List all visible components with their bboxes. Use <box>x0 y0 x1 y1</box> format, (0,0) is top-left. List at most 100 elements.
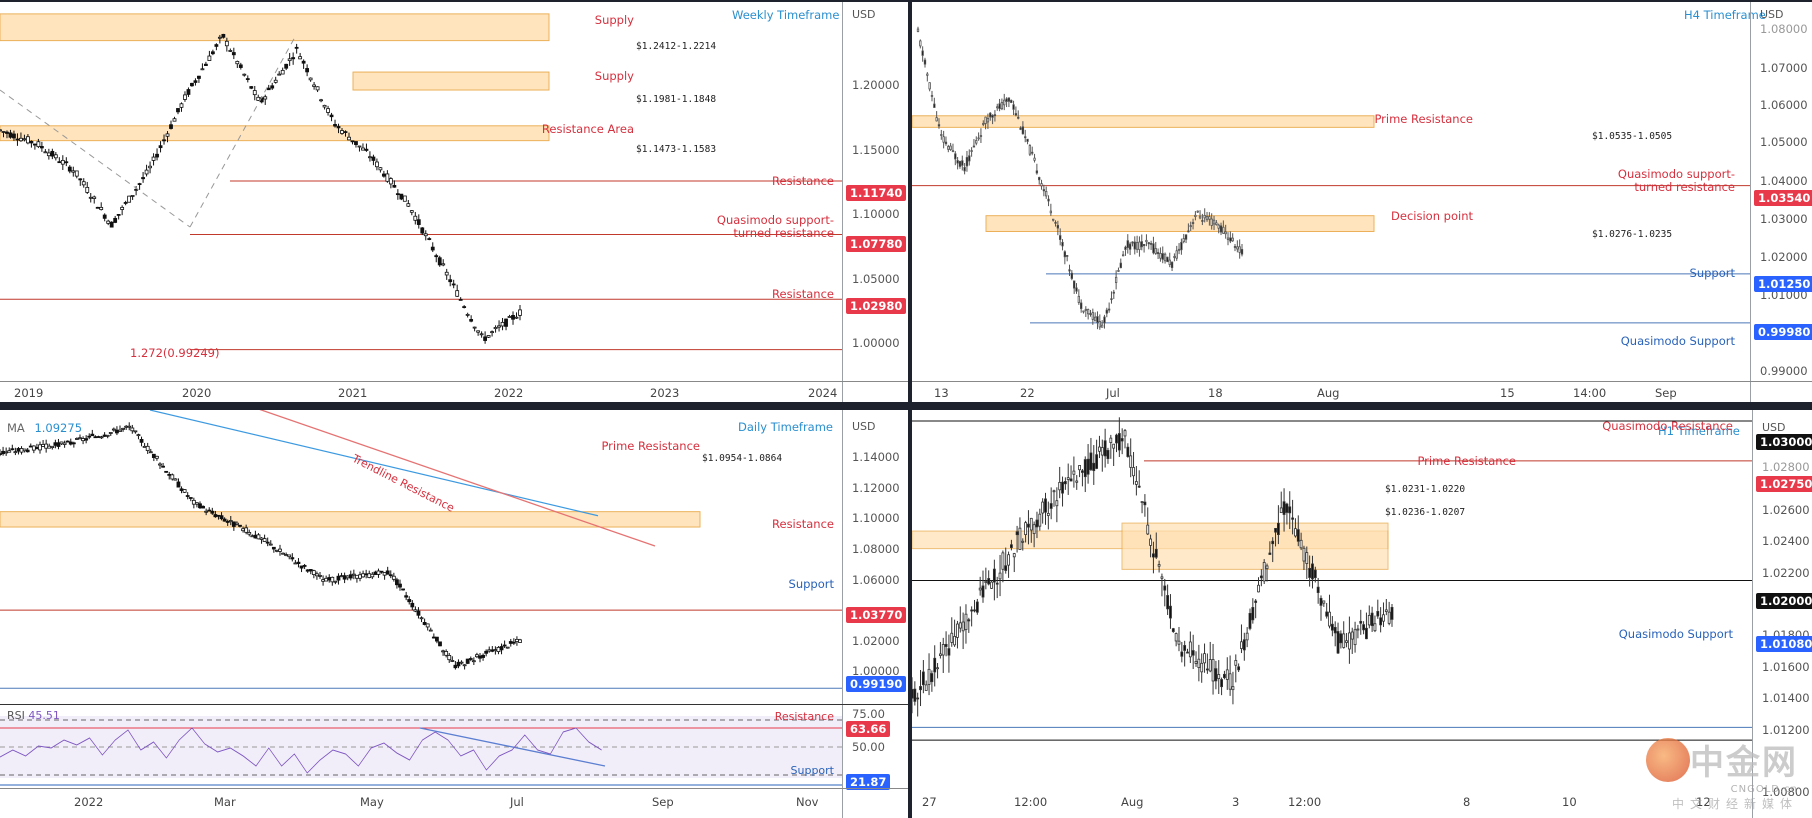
daily-y-tick: 1.14000 <box>852 450 900 464</box>
daily-currency-label: USD <box>852 420 876 433</box>
h4-chart-panel[interactable]: H4 Timeframe USD 1.08000 1.07000 1.06000… <box>912 2 1812 402</box>
h4-price-chart[interactable] <box>912 2 1812 402</box>
h1-y-tick: 1.01200 <box>1762 723 1810 737</box>
h4-y-tick: 1.07000 <box>1760 61 1808 75</box>
weekly-zone-label-supply-2: Supply <box>594 69 634 83</box>
ma-indicator-label: MA 1.09275 <box>7 421 82 435</box>
h4-x-tick: 14:00 <box>1573 386 1607 400</box>
daily-price-tag-support: 0.99190 <box>846 676 907 692</box>
h1-y-tick: 1.02200 <box>1762 566 1810 580</box>
h1-zone-range-1: $1.0231-1.0220 <box>1385 484 1466 495</box>
weekly-x-tick: 2020 <box>182 386 212 400</box>
rsi-y-tick: 50.00 <box>852 740 885 754</box>
h1-x-tick: 12 <box>1696 795 1711 809</box>
weekly-price-tag-resistance-2: 1.02980 <box>846 298 907 314</box>
weekly-zone-label-supply-1: Supply <box>594 13 634 27</box>
h1-zone-range-2: $1.0236-1.0207 <box>1385 507 1466 518</box>
h1-x-tick: 8 <box>1463 795 1471 809</box>
weekly-level-label-resistance: Resistance <box>772 174 834 188</box>
weekly-x-tick: 2022 <box>494 386 524 400</box>
daily-x-tick: Nov <box>796 795 819 809</box>
h4-y-tick: 1.02000 <box>1760 250 1808 264</box>
daily-x-tick: Sep <box>652 795 674 809</box>
daily-level-label-resistance: Resistance <box>772 517 834 531</box>
h4-y-tick: 0.99000 <box>1760 364 1808 378</box>
h4-x-tick: Jul <box>1106 386 1120 400</box>
weekly-x-tick: 2021 <box>338 386 368 400</box>
h1-x-tick: 10 <box>1562 795 1577 809</box>
h4-x-tick: 13 <box>934 386 949 400</box>
daily-y-tick: 1.08000 <box>852 542 900 556</box>
h4-price-tag-support: 1.01250 <box>1754 276 1812 292</box>
h1-y-tick: 1.02800 <box>1762 460 1810 474</box>
h1-x-tick: Aug <box>1121 795 1144 809</box>
h1-y-tick: 1.01600 <box>1762 660 1810 674</box>
weekly-price-axis-border <box>842 2 843 402</box>
daily-x-tick: Jul <box>510 795 524 809</box>
h4-x-tick: 18 <box>1208 386 1223 400</box>
h1-timeframe-title: H1 Timeframe <box>1658 424 1740 438</box>
weekly-price-chart[interactable] <box>0 2 908 402</box>
rsi-resistance-label: Resistance <box>774 710 834 723</box>
rsi-value: 45.51 <box>28 709 60 722</box>
weekly-chart-panel[interactable]: Weekly Timeframe USD 1.20000 1.15000 1.1… <box>0 2 908 402</box>
weekly-price-tag-resistance: 1.11740 <box>846 185 907 201</box>
h4-zone-label-decision-point: Decision point <box>1391 209 1473 223</box>
daily-y-tick: 1.06000 <box>852 573 900 587</box>
weekly-currency-label: USD <box>852 8 876 21</box>
h4-currency-label: USD <box>1760 8 1784 21</box>
weekly-fib-label: 1.272(0.99249) <box>130 346 220 360</box>
watermark-brand: 中金网 <box>1690 743 1798 783</box>
h1-zone-label-prime-resistance: Prime Resistance <box>1417 454 1516 468</box>
daily-y-tick: 1.02000 <box>852 634 900 648</box>
h1-price-tag-qm-resistance: 1.02750 <box>1756 476 1812 492</box>
h4-x-tick: Sep <box>1655 386 1677 400</box>
daily-zone-label-prime-resistance: Prime Resistance <box>601 439 700 453</box>
h4-y-tick: 1.03000 <box>1760 212 1808 226</box>
h1-price-axis-border <box>1752 410 1753 818</box>
h1-level-label-qm-resistance: Quasimodo Resistance <box>1602 419 1733 433</box>
h1-price-chart[interactable] <box>912 410 1812 818</box>
h1-x-tick: 12:00 <box>1288 795 1322 809</box>
weekly-time-axis-border <box>0 381 908 382</box>
daily-y-tick: 1.10000 <box>852 511 900 525</box>
h4-x-tick: Aug <box>1317 386 1340 400</box>
daily-y-tick: 1.00000 <box>852 664 900 678</box>
h4-zone-range-prime-resistance: $1.0535-1.0505 <box>1592 131 1673 142</box>
weekly-x-tick: 2024 <box>808 386 838 400</box>
daily-y-tick: 1.12000 <box>852 481 900 495</box>
weekly-level-label-resistance-2: Resistance <box>772 287 834 301</box>
rsi-support-label: Support <box>790 764 834 777</box>
h1-y-tick: 1.00800 <box>1762 785 1810 799</box>
weekly-price-tag-qm-resistance: 1.07780 <box>846 236 907 252</box>
h1-price-tag-1-03: 1.03000 <box>1756 434 1812 450</box>
daily-timeframe-title: Daily Timeframe <box>738 420 833 434</box>
h1-y-tick: 1.01400 <box>1762 691 1810 705</box>
rsi-indicator-label: RSI 45.51 <box>7 709 60 722</box>
h4-y-tick: 1.04000 <box>1760 174 1808 188</box>
daily-chart-panel[interactable]: MA 1.09275 Daily Timeframe USD 1.14000 1… <box>0 410 908 818</box>
cngold-logo-icon <box>1646 737 1690 782</box>
watermark-domain: CNGOLD.cn <box>1730 784 1798 795</box>
daily-price-chart[interactable] <box>0 410 908 818</box>
daily-time-axis-border <box>0 788 908 789</box>
rsi-y-tick: 75.00 <box>852 707 885 721</box>
weekly-x-tick: 2023 <box>650 386 680 400</box>
weekly-zone-range-supply-2: $1.1981-1.1848 <box>636 94 717 105</box>
h4-zone-label-prime-resistance: Prime Resistance <box>1374 112 1473 126</box>
rsi-name: RSI <box>7 709 25 722</box>
ma-name: MA <box>7 421 25 435</box>
weekly-y-tick: 1.00000 <box>852 336 900 350</box>
daily-level-label-support: Support <box>788 577 834 591</box>
daily-x-tick: 2022 <box>74 795 104 809</box>
h1-x-tick: 12:00 <box>1014 795 1048 809</box>
daily-x-tick: Mar <box>214 795 236 809</box>
weekly-y-tick: 1.05000 <box>852 272 900 286</box>
h1-currency-label: USD <box>1762 421 1786 434</box>
rsi-resistance-tag: 63.66 <box>846 721 891 737</box>
h4-level-label-qm-resistance: Quasimodo support- turned resistance <box>1617 167 1735 194</box>
h1-chart-panel[interactable]: H1 Timeframe USD 1.03000 1.02800 1.02750… <box>912 410 1812 818</box>
weekly-level-label-qm: Quasimodo support- turned resistance <box>716 213 834 240</box>
weekly-zone-range-resistance-area: $1.1473-1.1583 <box>636 144 717 155</box>
watermark-tagline: 中文财经新媒体 <box>1671 797 1798 811</box>
